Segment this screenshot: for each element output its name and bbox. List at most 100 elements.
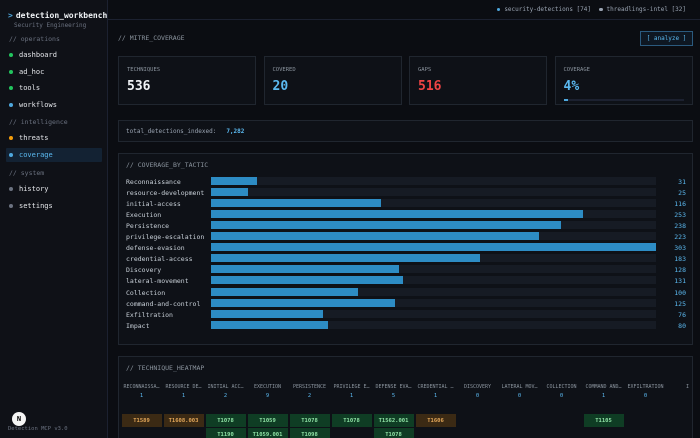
heatmap-column-count: 0 bbox=[559, 393, 564, 399]
tactic-bar-track bbox=[211, 232, 656, 241]
status-dot-icon bbox=[9, 136, 13, 140]
heatmap-column-header: RECONNAISSA… 1 bbox=[121, 384, 162, 406]
sidebar-item-ad-hoc[interactable]: ad_hoc bbox=[6, 65, 102, 79]
heatmap-column-name: EXFILTRATION bbox=[627, 384, 664, 390]
status-dot-icon bbox=[9, 152, 13, 157]
tactic-name: command-and-control bbox=[126, 299, 201, 308]
tactic-count: 253 bbox=[674, 211, 686, 220]
stat-card-techniques: TECHNIQUES 536 bbox=[118, 56, 256, 105]
tactic-row: defense-evasion 303 bbox=[119, 242, 694, 253]
heatmap-column-name: RECONNAISSA… bbox=[123, 384, 160, 390]
heatmap-column-name: LATERAL MOV… bbox=[501, 384, 538, 390]
technique-cell[interactable]: T1562.001 bbox=[373, 414, 414, 427]
sidebar-item-settings[interactable]: settings bbox=[6, 199, 102, 213]
tactic-name: lateral-movement bbox=[126, 277, 189, 286]
heatmap-column-name: DISCOVERY bbox=[463, 384, 492, 390]
technique-cell[interactable]: T1606 bbox=[415, 414, 456, 427]
technique-cell[interactable]: T1190 bbox=[205, 428, 246, 438]
technique-cell[interactable]: T1059 bbox=[247, 414, 288, 427]
tactic-count: 31 bbox=[678, 178, 686, 186]
status-dot-icon bbox=[9, 69, 13, 74]
technique-cell[interactable]: T1059.001 bbox=[247, 428, 288, 438]
heatmap-column-header: EXFILTRATION 0 bbox=[625, 384, 666, 406]
technique-cell[interactable]: T1078 bbox=[289, 414, 330, 427]
heatmap-column-count: 1 bbox=[433, 393, 438, 399]
heatmap-column-count: 1 bbox=[181, 393, 186, 399]
sidebar-item-label: settings bbox=[19, 201, 53, 210]
heatmap-column-count: 2 bbox=[307, 393, 312, 399]
heatmap-column-name: DEFENSE EVA… bbox=[375, 384, 412, 390]
tactic-bar-track bbox=[211, 265, 656, 274]
tactic-name: credential-access bbox=[126, 255, 193, 264]
analyze-button[interactable]: [ analyze ] bbox=[640, 31, 693, 46]
tactic-row: Persistence 238 bbox=[119, 220, 694, 231]
sidebar-item-threats[interactable]: threats bbox=[6, 131, 102, 145]
technique-cell[interactable]: T1078 bbox=[373, 428, 414, 438]
tactic-bar bbox=[211, 287, 358, 296]
tactic-name: Persistence bbox=[126, 222, 170, 231]
stat-value: 536 bbox=[127, 79, 151, 94]
tactic-count: 125 bbox=[674, 299, 686, 308]
heatmap-column-header: DISCOVERY 0 bbox=[457, 384, 498, 406]
sidebar-item-label: dashboard bbox=[19, 51, 57, 59]
technique-cell[interactable]: T1608.003 bbox=[163, 414, 204, 427]
heatmap-column-header: DEFENSE EVA… 5 bbox=[373, 384, 414, 406]
heatmap-column-count: 0 bbox=[475, 393, 480, 399]
tactic-bar bbox=[211, 210, 583, 219]
heatmap-column-header: CREDENTIAL … 1 bbox=[415, 384, 456, 406]
technique-cell[interactable]: T1589 bbox=[121, 414, 162, 427]
technique-heatmap-title: // TECHNIQUE_HEATMAP bbox=[126, 364, 205, 372]
stat-card-covered: COVERED 20 bbox=[263, 56, 402, 105]
sidebar-item-coverage[interactable]: coverage bbox=[6, 147, 102, 162]
tactic-name: privilege-escalation bbox=[126, 233, 205, 242]
main-content: // MITRE_COVERAGE [ analyze ] TECHNIQUES… bbox=[108, 20, 700, 438]
heatmap-column-name: EXECUTION bbox=[253, 384, 282, 390]
sidebar-item-workflows[interactable]: workflows bbox=[6, 98, 102, 112]
heatmap-column-name: I bbox=[685, 384, 689, 390]
tactic-count: 303 bbox=[674, 244, 686, 253]
sidebar-item-tools[interactable]: tools bbox=[6, 81, 102, 95]
tactic-name: Execution bbox=[126, 211, 162, 220]
tactic-bar-track bbox=[211, 177, 656, 185]
tactic-bar-track bbox=[211, 287, 656, 296]
heatmap-column-count: 9 bbox=[265, 393, 270, 399]
top-bar: security-detections [74] threadlings-inte… bbox=[108, 0, 700, 20]
technique-cell[interactable]: T1078 bbox=[331, 414, 372, 427]
tactic-bar-track bbox=[211, 188, 656, 197]
sidebar-item-label: coverage bbox=[19, 150, 53, 159]
technique-cell[interactable]: T1078 bbox=[205, 414, 246, 427]
heatmap-column-name: RESOURCE DE… bbox=[165, 384, 202, 390]
tactic-name: defense-evasion bbox=[126, 244, 185, 253]
coverage-by-tactic-panel: // COVERAGE_BY_TACTIC Reconnaissance 31 re… bbox=[118, 153, 693, 345]
nav-section-label: // system bbox=[9, 169, 45, 177]
technique-cell[interactable]: T1098 bbox=[289, 428, 330, 438]
heatmap-column-count: 5 bbox=[391, 393, 396, 399]
tactic-bar bbox=[211, 298, 395, 307]
tactic-count: 238 bbox=[674, 222, 686, 231]
technique-cell[interactable]: T1105 bbox=[583, 414, 624, 427]
index-indicator: security-detections [74] bbox=[496, 6, 591, 13]
tactic-bar bbox=[211, 188, 248, 197]
heatmap-column-header: RESOURCE DE… 1 bbox=[163, 384, 204, 406]
sidebar-item-dashboard[interactable]: dashboard bbox=[6, 48, 102, 62]
indexed-label: total_detections_indexed: bbox=[126, 127, 217, 135]
sidebar-item-history[interactable]: history bbox=[6, 182, 102, 196]
status-dot-icon bbox=[9, 102, 13, 107]
stat-label: GAPS bbox=[418, 67, 432, 73]
status-dot-icon bbox=[9, 203, 13, 208]
heatmap-column-header: COMMAND AND… 1 bbox=[583, 384, 624, 406]
status-dot-icon bbox=[9, 86, 13, 90]
tactic-count: 116 bbox=[674, 200, 686, 209]
tactic-name: Impact bbox=[126, 321, 150, 330]
status-dot-icon bbox=[9, 53, 13, 57]
version-label: Detection MCP v3.0 bbox=[8, 426, 68, 432]
tactic-name: initial-access bbox=[126, 200, 181, 209]
app-title: > detection_workbench bbox=[8, 11, 107, 20]
heatmap-column-header: LATERAL MOV… 0 bbox=[499, 384, 540, 406]
nav-section-label: // intelligence bbox=[9, 118, 68, 126]
tactic-bar-track bbox=[211, 199, 656, 208]
page-title: // MITRE_COVERAGE bbox=[118, 34, 185, 42]
heatmap-column-name: INITIAL ACC… bbox=[207, 384, 244, 390]
heatmap-column-count: 0 bbox=[517, 393, 522, 399]
tactic-row: initial-access 116 bbox=[119, 198, 694, 209]
